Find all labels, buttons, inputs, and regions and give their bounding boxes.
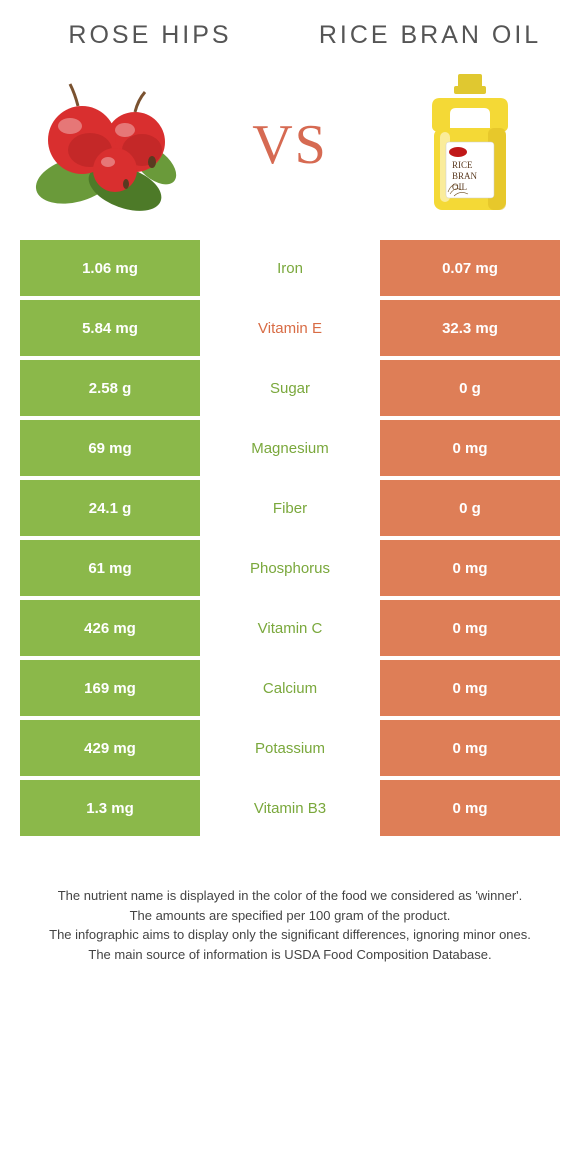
bottle-label-l3: OIL [452, 182, 467, 192]
right-value: 32.3 mg [380, 300, 560, 356]
bottle-label-l2: BRAN [452, 171, 478, 181]
left-value: 69 mg [20, 420, 200, 476]
nutrient-label: Potassium [200, 720, 380, 776]
footer-notes: The nutrient name is displayed in the co… [30, 886, 550, 964]
infographic: ROSE HIPS RICE BRAN OIL [0, 0, 580, 964]
right-value: 0 mg [380, 780, 560, 836]
table-row: 5.84 mgVitamin E32.3 mg [20, 300, 560, 356]
left-value: 169 mg [20, 660, 200, 716]
note-line-1: The nutrient name is displayed in the co… [30, 886, 550, 906]
right-value: 0 g [380, 480, 560, 536]
table-row: 429 mgPotassium0 mg [20, 720, 560, 776]
right-title: RICE BRAN OIL [290, 20, 570, 50]
table-row: 69 mgMagnesium0 mg [20, 420, 560, 476]
left-value: 426 mg [20, 600, 200, 656]
nutrient-label: Phosphorus [200, 540, 380, 596]
table-row: 1.06 mgIron0.07 mg [20, 240, 560, 296]
comparison-table: 1.06 mgIron0.07 mg5.84 mgVitamin E32.3 m… [20, 240, 560, 836]
title-row: ROSE HIPS RICE BRAN OIL [0, 0, 580, 60]
right-value: 0.07 mg [380, 240, 560, 296]
rose-hips-image [20, 70, 200, 220]
nutrient-label: Vitamin C [200, 600, 380, 656]
bottle-label-l1: RICE [452, 160, 473, 170]
right-value: 0 mg [380, 660, 560, 716]
left-title: ROSE HIPS [10, 20, 290, 50]
table-row: 169 mgCalcium0 mg [20, 660, 560, 716]
table-row: 1.3 mgVitamin B30 mg [20, 780, 560, 836]
oil-bottle-image: RICE BRAN OIL [380, 70, 560, 220]
right-value: 0 mg [380, 420, 560, 476]
left-value: 61 mg [20, 540, 200, 596]
table-row: 426 mgVitamin C0 mg [20, 600, 560, 656]
right-value: 0 mg [380, 540, 560, 596]
table-row: 61 mgPhosphorus0 mg [20, 540, 560, 596]
left-value: 1.3 mg [20, 780, 200, 836]
note-line-4: The main source of information is USDA F… [30, 945, 550, 965]
nutrient-label: Vitamin B3 [200, 780, 380, 836]
right-value: 0 mg [380, 720, 560, 776]
note-line-3: The infographic aims to display only the… [30, 925, 550, 945]
nutrient-label: Vitamin E [200, 300, 380, 356]
nutrient-label: Iron [200, 240, 380, 296]
nutrient-label: Fiber [200, 480, 380, 536]
left-value: 5.84 mg [20, 300, 200, 356]
nutrient-label: Magnesium [200, 420, 380, 476]
nutrient-label: Calcium [200, 660, 380, 716]
table-row: 24.1 gFiber0 g [20, 480, 560, 536]
images-row: VS RICE BRAN OIL [0, 60, 580, 240]
right-value: 0 mg [380, 600, 560, 656]
left-value: 24.1 g [20, 480, 200, 536]
left-value: 1.06 mg [20, 240, 200, 296]
table-row: 2.58 gSugar0 g [20, 360, 560, 416]
right-value: 0 g [380, 360, 560, 416]
note-line-2: The amounts are specified per 100 gram o… [30, 906, 550, 926]
nutrient-label: Sugar [200, 360, 380, 416]
left-value: 429 mg [20, 720, 200, 776]
left-value: 2.58 g [20, 360, 200, 416]
vs-text: VS [252, 113, 328, 177]
